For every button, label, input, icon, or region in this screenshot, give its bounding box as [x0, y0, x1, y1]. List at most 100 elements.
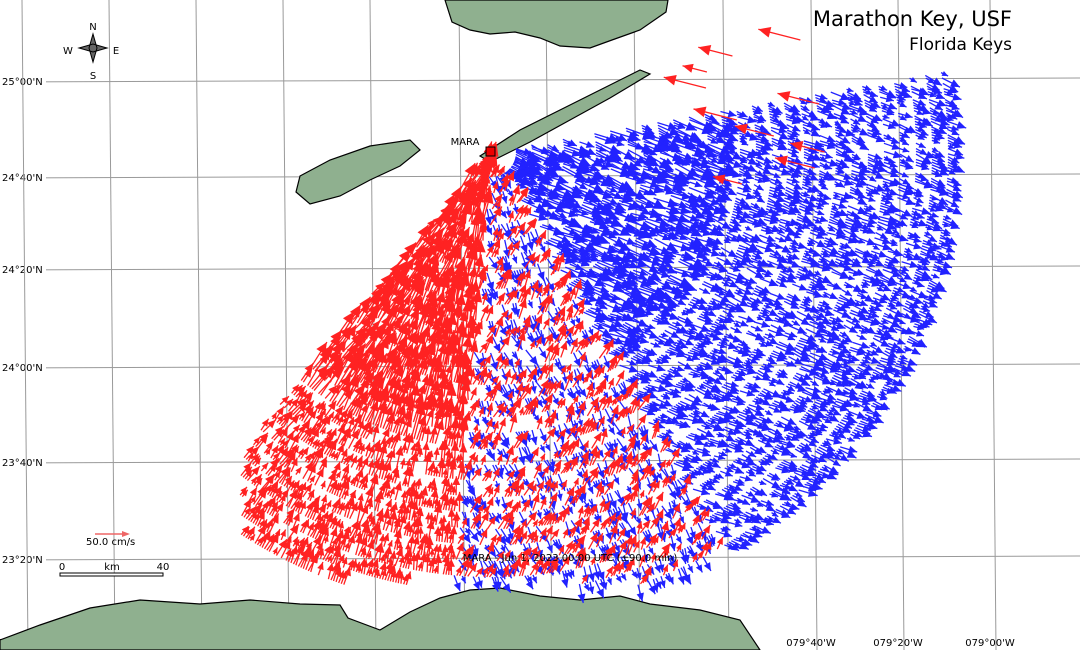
current-vector-head [462, 178, 472, 190]
current-vector-head [694, 180, 703, 188]
current-vector-head [791, 177, 800, 184]
current-vector-head [511, 456, 518, 464]
current-vector-head [592, 183, 606, 194]
current-vector-head [580, 209, 589, 216]
current-vector-head [500, 269, 509, 280]
current-vector-head [493, 247, 499, 255]
current-vector-head [601, 178, 611, 187]
current-vector-head [574, 233, 588, 244]
current-vector-head [666, 144, 676, 152]
current-vector-head [496, 454, 503, 462]
current-vector-head [526, 241, 535, 251]
current-vector-head [520, 244, 528, 254]
current-vector-head [508, 194, 515, 203]
current-vector-head [518, 455, 526, 465]
lon-line [897, 0, 905, 650]
lat-line [0, 363, 1080, 369]
current-vector-head [512, 184, 521, 195]
lat-label: 24°20'N [2, 265, 43, 276]
current-vector-head [626, 237, 636, 245]
current-vector-head [554, 203, 566, 213]
current-vector-head [533, 254, 540, 263]
current-vector-head [528, 173, 536, 180]
current-vector-head [745, 315, 756, 323]
current-vector-head [442, 230, 450, 240]
current-vector-head [432, 215, 446, 228]
lon-line [989, 0, 997, 650]
lon-label: 079°20'W [873, 638, 923, 649]
current-vector-head [500, 180, 509, 189]
current-vector-head [607, 231, 617, 239]
current-vector-head [455, 258, 466, 272]
current-vector-head [635, 176, 646, 185]
current-vector-head [676, 365, 685, 372]
lat-label: 23°40'N [2, 458, 43, 469]
current-vector-head [727, 110, 737, 118]
current-vector-head [455, 226, 465, 239]
current-vector-head [506, 290, 515, 300]
current-vector-head [589, 176, 601, 186]
current-vector-head [472, 203, 484, 217]
current-vector-head [342, 311, 355, 325]
current-vector-head [517, 222, 526, 232]
current-vector-head [519, 182, 528, 189]
current-vector-head [590, 237, 602, 246]
current-vector-head [613, 135, 622, 142]
current-vector-head [776, 292, 786, 300]
current-vector-head [646, 160, 654, 167]
current-vector-head [547, 282, 555, 292]
current-vector-head [767, 332, 776, 339]
current-vector-head [468, 452, 476, 461]
current-vector-head [462, 202, 473, 216]
current-vector-head [443, 249, 454, 263]
current-vector-head [625, 193, 634, 201]
current-vector-head [439, 239, 451, 253]
current-vector-head [766, 234, 776, 242]
current-vector-head [552, 255, 561, 265]
current-vector-head [506, 242, 514, 251]
current-vector-head [603, 216, 615, 225]
current-vector-head [521, 261, 529, 271]
current-vector-head [520, 205, 528, 214]
current-vector-head [485, 216, 493, 226]
current-vector-head [613, 237, 627, 248]
current-vector-head [427, 219, 436, 229]
lon-label: 079°00'W [965, 638, 1015, 649]
current-vector-head [581, 167, 590, 174]
current-vector-head [620, 243, 630, 251]
current-vector-head [587, 328, 594, 336]
current-vector-head [564, 255, 576, 265]
lat-label: 24°00'N [2, 363, 43, 374]
current-vector-head [489, 214, 497, 223]
current-vector-head [467, 267, 476, 278]
current-vector-head [417, 224, 429, 239]
current-vector-head [554, 361, 560, 369]
current-vector-head [493, 206, 502, 217]
current-vector-head [404, 242, 417, 256]
current-vector-head [516, 273, 523, 282]
current-vector-head [566, 304, 574, 314]
current-vector-head [501, 173, 509, 184]
current-vector-head [509, 289, 519, 299]
current-vector-head [475, 211, 487, 225]
current-vector-head [423, 244, 435, 257]
current-vector-head [586, 382, 594, 392]
current-vector-head [511, 352, 518, 360]
current-vector-head [598, 157, 606, 163]
current-vector-head [581, 286, 594, 297]
current-vector-head [530, 236, 538, 246]
current-vector-head [838, 202, 847, 209]
current-vector-head [442, 468, 448, 476]
current-vector-head [500, 210, 507, 219]
current-vector-head [589, 251, 599, 258]
current-vector-head [566, 202, 574, 209]
current-vector-head [473, 254, 485, 268]
current-vector-head [498, 264, 505, 272]
current-vector-head [474, 186, 485, 200]
current-vector-head [571, 247, 580, 254]
current-vector-head [797, 242, 807, 250]
current-vector-head [511, 256, 518, 264]
current-vector-head [526, 198, 535, 205]
current-vector-head [422, 235, 431, 245]
